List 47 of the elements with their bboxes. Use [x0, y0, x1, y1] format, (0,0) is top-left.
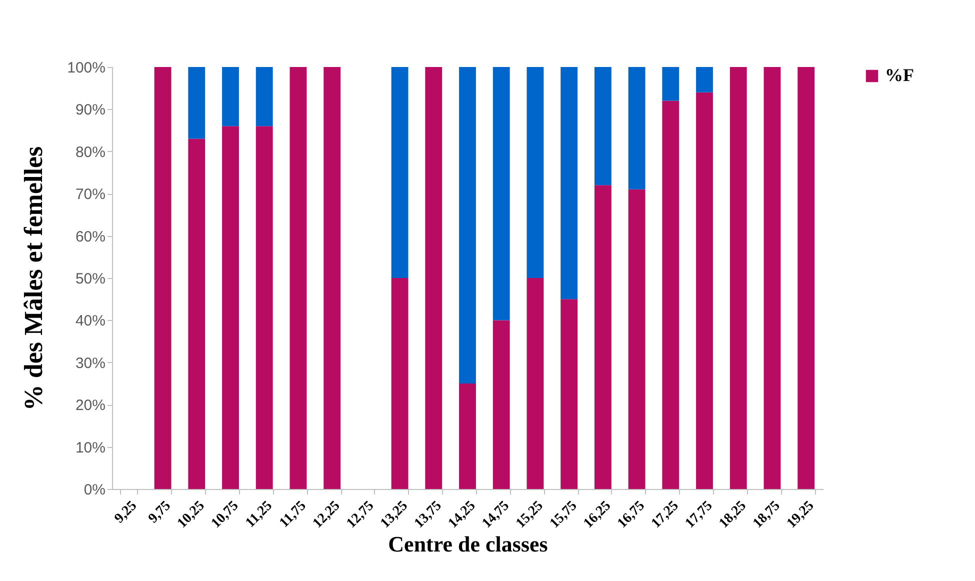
bar	[628, 189, 646, 489]
bar	[696, 67, 713, 92]
y-tick-label: 50%	[75, 270, 106, 288]
bar	[188, 67, 206, 139]
bar	[798, 67, 815, 489]
legend-label: %F	[885, 65, 914, 85]
bar	[188, 138, 206, 489]
x-axis-title: Centre de classes	[388, 532, 548, 557]
y-tick-label: 100%	[67, 60, 106, 76]
y-tick-label: 10%	[75, 439, 106, 456]
bar	[154, 67, 172, 489]
bar	[730, 67, 747, 489]
bar	[594, 67, 612, 186]
bar	[391, 278, 408, 489]
bar	[459, 384, 476, 489]
bar	[662, 67, 680, 101]
bar	[256, 126, 273, 489]
y-tick-label: 60%	[75, 228, 106, 246]
bar	[764, 67, 781, 489]
y-tick-label: 40%	[75, 312, 106, 330]
y-tick-label: 0%	[84, 482, 106, 498]
bar	[594, 185, 612, 489]
bar	[560, 67, 578, 300]
bar	[696, 92, 713, 489]
x-tick-label: 9,25	[112, 498, 140, 526]
bar	[459, 67, 476, 384]
y-tick-label: 30%	[75, 354, 106, 372]
y-tick-label: 80%	[75, 144, 106, 161]
y-tick-label: 70%	[75, 186, 106, 204]
bar	[425, 67, 442, 489]
bar	[391, 67, 408, 278]
bar	[324, 67, 341, 489]
bar	[492, 67, 510, 320]
bar	[526, 278, 544, 489]
bar	[290, 67, 307, 489]
bar	[222, 126, 239, 489]
bar	[662, 100, 680, 489]
bar	[628, 67, 646, 190]
y-tick-label: 20%	[75, 397, 106, 414]
x-tick-label: 9,75	[146, 498, 174, 526]
bar	[222, 67, 239, 126]
bar	[492, 320, 510, 489]
y-axis-title: % des Mâles et femelles	[19, 146, 48, 411]
y-tick-label: 90%	[75, 102, 106, 119]
bar	[526, 67, 544, 278]
bar	[256, 67, 273, 126]
bar	[560, 299, 578, 489]
